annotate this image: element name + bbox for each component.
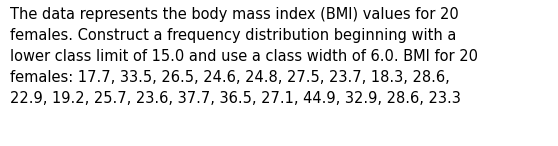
Text: The data represents the body mass index (BMI) values for 20
females. Construct a: The data represents the body mass index …: [10, 7, 478, 106]
